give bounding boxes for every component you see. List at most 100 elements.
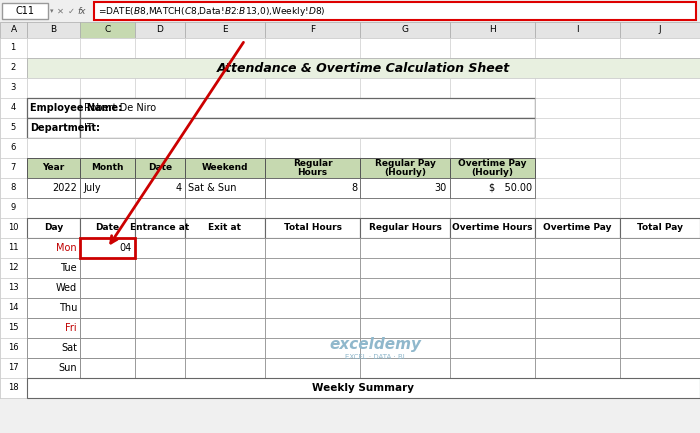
Bar xyxy=(27,138,80,158)
Bar xyxy=(620,38,700,58)
Text: 4: 4 xyxy=(176,183,182,193)
Bar xyxy=(450,38,535,58)
Text: 17: 17 xyxy=(8,363,18,372)
Text: 4: 4 xyxy=(10,103,15,113)
Bar xyxy=(0,38,27,58)
Bar xyxy=(80,38,135,58)
Bar xyxy=(0,0,700,22)
Bar xyxy=(535,22,620,38)
Bar xyxy=(0,98,27,118)
Bar xyxy=(2,3,48,19)
Text: 11: 11 xyxy=(8,243,18,252)
Bar xyxy=(27,78,80,98)
Bar xyxy=(535,178,620,198)
Bar xyxy=(535,98,620,118)
Bar xyxy=(27,158,80,178)
Text: 8: 8 xyxy=(351,183,357,193)
Text: IT: IT xyxy=(84,123,92,133)
Bar xyxy=(185,338,265,358)
Bar xyxy=(265,338,360,358)
Bar xyxy=(265,22,360,38)
Text: 2: 2 xyxy=(10,64,15,72)
Bar xyxy=(27,178,80,198)
Text: 3: 3 xyxy=(10,84,15,93)
Bar xyxy=(185,158,265,178)
Bar xyxy=(0,58,27,78)
Bar xyxy=(265,318,360,338)
Bar xyxy=(620,118,700,138)
Bar xyxy=(135,198,185,218)
Bar xyxy=(360,318,450,338)
Bar xyxy=(27,98,80,118)
Bar xyxy=(450,22,535,38)
Bar xyxy=(265,38,360,58)
Bar xyxy=(450,238,535,258)
Bar xyxy=(265,218,360,238)
Bar xyxy=(0,118,27,138)
Bar xyxy=(135,298,185,318)
Bar xyxy=(620,318,700,338)
Text: Sat: Sat xyxy=(61,343,77,353)
Bar xyxy=(27,118,80,138)
Text: 2022: 2022 xyxy=(52,183,77,193)
Bar xyxy=(535,218,620,238)
Bar xyxy=(80,278,135,298)
Bar xyxy=(0,58,27,78)
Bar xyxy=(80,298,135,318)
Text: Sat & Sun: Sat & Sun xyxy=(188,183,237,193)
Bar xyxy=(185,218,265,238)
Bar xyxy=(185,178,265,198)
Bar xyxy=(620,278,700,298)
Bar xyxy=(360,278,450,298)
Text: Attendance & Overtime Calculation Sheet: Attendance & Overtime Calculation Sheet xyxy=(217,61,510,74)
Bar xyxy=(27,278,80,298)
Bar xyxy=(0,238,27,258)
Bar xyxy=(185,238,265,258)
Bar xyxy=(0,378,27,398)
Bar xyxy=(535,298,620,318)
Text: 1: 1 xyxy=(10,43,15,52)
Bar xyxy=(450,198,535,218)
Bar xyxy=(135,278,185,298)
Text: 04: 04 xyxy=(120,243,132,253)
Text: =DATE($B$8,MATCH($C$8,Data!$B$2:$B$13,0),Weekly!$D$8): =DATE($B$8,MATCH($C$8,Data!$B$2:$B$13,0)… xyxy=(98,4,326,17)
Bar xyxy=(0,378,27,398)
Text: Exit at: Exit at xyxy=(209,223,242,233)
Text: 12: 12 xyxy=(8,264,18,272)
Bar xyxy=(185,78,265,98)
Bar xyxy=(0,358,27,378)
Bar xyxy=(620,158,700,178)
Bar xyxy=(535,138,620,158)
Text: H: H xyxy=(489,26,496,35)
Bar xyxy=(27,378,700,398)
Bar xyxy=(27,158,535,198)
Bar xyxy=(27,298,80,318)
Bar xyxy=(360,258,450,278)
Bar xyxy=(185,318,265,338)
Bar xyxy=(535,118,620,138)
Bar xyxy=(535,338,620,358)
Bar xyxy=(27,358,80,378)
Bar xyxy=(360,358,450,378)
Bar xyxy=(0,138,27,158)
Bar xyxy=(0,78,27,98)
Bar xyxy=(185,198,265,218)
Bar xyxy=(0,278,27,298)
Bar xyxy=(0,318,27,338)
Bar xyxy=(620,258,700,278)
Text: Year: Year xyxy=(43,164,64,172)
Bar xyxy=(265,178,360,198)
Bar xyxy=(360,218,450,238)
Bar xyxy=(0,298,27,318)
Text: Month: Month xyxy=(91,164,124,172)
Text: F: F xyxy=(310,26,315,35)
Bar xyxy=(0,258,27,278)
Bar xyxy=(80,338,135,358)
Bar xyxy=(80,178,135,198)
Bar xyxy=(535,198,620,218)
Bar xyxy=(0,218,27,238)
Text: Weekend: Weekend xyxy=(202,164,248,172)
Text: Department:: Department: xyxy=(30,123,100,133)
Bar xyxy=(620,298,700,318)
Text: Employee Name:: Employee Name: xyxy=(30,103,122,113)
